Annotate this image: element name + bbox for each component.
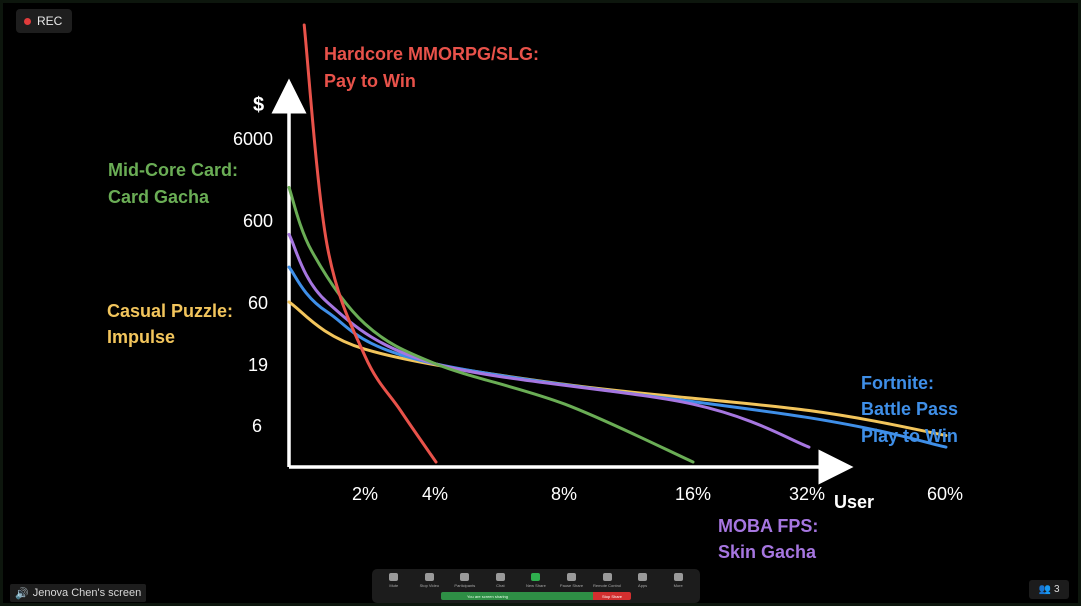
share-screen-icon bbox=[531, 573, 541, 581]
more-button[interactable]: More bbox=[663, 571, 693, 588]
stop-video-button[interactable]: Stop Video bbox=[414, 571, 444, 588]
series-label-fortnite-line1: Fortnite: bbox=[861, 373, 934, 393]
x-tick-label: 4% bbox=[422, 484, 448, 504]
people-icon: 👥 bbox=[1038, 584, 1051, 595]
recording-indicator: REC bbox=[16, 9, 73, 33]
pause-share-button[interactable]: Pause Share bbox=[557, 571, 587, 588]
series-label-fortnite-line3: Play to Win bbox=[861, 426, 958, 446]
series-line-hardcore-mmorpg bbox=[302, 23, 438, 464]
chat-icon bbox=[495, 573, 505, 581]
series-label-hardcore-line2: Pay to Win bbox=[324, 71, 416, 91]
pause-icon bbox=[567, 573, 576, 581]
series-line-moba-fps bbox=[287, 232, 811, 449]
series-label-midcore-line2: Card Gacha bbox=[108, 187, 210, 207]
x-tick-label: 60% bbox=[927, 484, 963, 504]
remote-control-button[interactable]: Remote Control bbox=[592, 571, 622, 588]
mouse-icon bbox=[602, 573, 612, 581]
speaker-icon: 🔊 bbox=[15, 587, 29, 600]
series-label-fortnite-line2: Battle Pass bbox=[861, 399, 958, 419]
participants-button[interactable]: Participants bbox=[450, 571, 480, 588]
apps-icon bbox=[638, 573, 648, 581]
x-tick-label: 2% bbox=[352, 484, 378, 504]
y-axis-label: $ bbox=[253, 94, 264, 116]
x-tick-label: 32% bbox=[789, 484, 825, 504]
series-label-moba-line1: MOBA FPS: bbox=[718, 516, 818, 536]
series-line-fortnite bbox=[287, 265, 948, 449]
microphone-icon bbox=[389, 573, 399, 581]
screen-sharing-banner: You are screen sharing Stop Share bbox=[441, 592, 631, 600]
series-line-casual-puzzle bbox=[287, 300, 948, 437]
video-camera-icon bbox=[424, 573, 434, 581]
series-label-casual-line1: Casual Puzzle: bbox=[107, 301, 233, 321]
series-label-midcore-line1: Mid-Core Card: bbox=[108, 160, 238, 180]
series-label-hardcore-line1: Hardcore MMORPG/SLG: bbox=[324, 44, 539, 64]
y-tick-label: 60 bbox=[248, 293, 268, 313]
y-tick-label: 6 bbox=[252, 416, 262, 436]
screen-share-owner-label: 🔊 Jenova Chen's screen bbox=[10, 584, 147, 602]
x-tick-label: 8% bbox=[551, 484, 577, 504]
chat-button[interactable]: Chat bbox=[485, 571, 515, 588]
screen-sharing-message: You are screen sharing bbox=[441, 592, 593, 600]
y-tick-label: 19 bbox=[248, 355, 268, 375]
stop-share-button[interactable]: Stop Share bbox=[593, 592, 631, 600]
more-icon bbox=[673, 573, 683, 581]
record-dot-icon bbox=[24, 17, 31, 25]
participants-count: 3 bbox=[1053, 584, 1060, 595]
participants-icon bbox=[460, 573, 470, 581]
new-share-button[interactable]: New Share bbox=[521, 571, 551, 588]
y-tick-label: 600 bbox=[243, 211, 273, 231]
participants-count-button[interactable]: 👥 3 bbox=[1029, 580, 1069, 599]
series-label-moba-line2: Skin Gacha bbox=[718, 542, 817, 562]
y-tick-label: 6000 bbox=[233, 129, 273, 149]
series-label-casual-line2: Impulse bbox=[107, 327, 175, 347]
mute-button[interactable]: Mute bbox=[379, 571, 409, 588]
apps-button[interactable]: Apps bbox=[628, 571, 658, 588]
recording-label: REC bbox=[37, 14, 63, 28]
x-tick-label: 16% bbox=[675, 484, 711, 504]
series-line-mid-core-card bbox=[287, 185, 695, 464]
screen-owner-text: Jenova Chen's screen bbox=[32, 587, 142, 599]
x-axis-label: User bbox=[834, 492, 874, 512]
